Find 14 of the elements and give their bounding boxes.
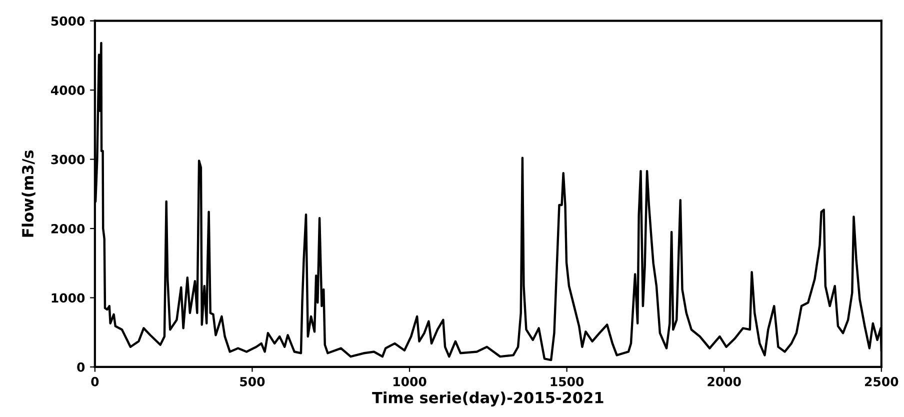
x-axis-title: Time serie(day)-2015-2021 (372, 392, 604, 406)
y-tick-label: 1000 (52, 293, 85, 303)
y-tick-label: 4000 (50, 86, 85, 95)
x-tick-label: 2500 (864, 376, 898, 386)
y-tick-label: 3000 (51, 154, 85, 164)
y-tick-label: 2000 (51, 224, 85, 234)
x-tick-label: 2000 (708, 376, 741, 386)
y-axis-title: Flow(m3/s (22, 150, 36, 237)
x-tick-label: 500 (240, 376, 265, 386)
x-tick-label: 1000 (394, 376, 426, 386)
x-tick-label: 0 (91, 376, 99, 386)
y-tick-label: 5000 (51, 16, 85, 26)
x-tick-label: 1500 (550, 376, 584, 386)
y-tick-label: 0 (77, 362, 85, 372)
